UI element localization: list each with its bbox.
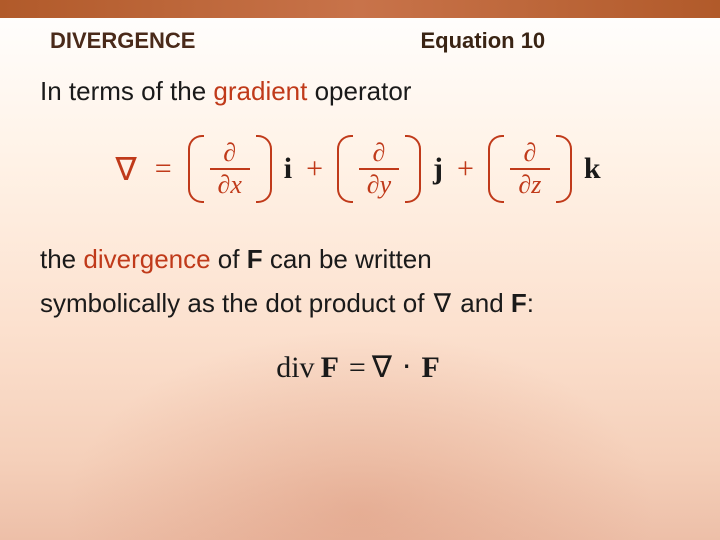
divergence-sentence: the divergence of F can be written symbo… — [40, 237, 680, 326]
nabla-symbol: ∇ — [372, 350, 392, 385]
partial-y-term: ∂ ∂y — [333, 135, 425, 203]
plus-sign: + — [306, 152, 323, 186]
slide-title: DIVERGENCE — [50, 28, 195, 54]
plus-sign: + — [457, 152, 474, 186]
slide-content: In terms of the gradient operator ∇ = ∂ … — [0, 60, 720, 385]
nabla-symbol: ∇ — [115, 150, 136, 188]
gradient-operator-equation: ∇ = ∂ ∂x i + ∂ ∂y j + — [40, 135, 680, 203]
divergence-word: divergence — [83, 244, 210, 274]
intro-sentence: In terms of the gradient operator — [40, 76, 680, 107]
equation-number-label: Equation 10 — [420, 28, 545, 54]
vector-F-right: F — [421, 351, 439, 385]
slide-header: DIVERGENCE Equation 10 — [0, 18, 720, 60]
nabla-inline: ∇ — [432, 282, 453, 326]
basis-j: j — [433, 152, 443, 186]
intro-pre: In terms of the — [40, 76, 213, 106]
partial-x-term: ∂ ∂x — [184, 135, 276, 203]
equals-sign: = — [349, 351, 366, 385]
basis-i: i — [284, 152, 292, 186]
top-accent-bar — [0, 0, 720, 18]
div-text: div — [276, 351, 314, 385]
basis-k: k — [584, 152, 601, 186]
intro-post: operator — [307, 76, 411, 106]
vector-F: F — [511, 288, 527, 318]
divergence-equation: div F = ∇ ⋅ F — [40, 350, 680, 385]
equals-sign: = — [155, 152, 172, 186]
gradient-word: gradient — [213, 76, 307, 106]
vector-F: F — [247, 244, 263, 274]
vector-F-left: F — [321, 351, 339, 385]
partial-num: ∂ — [223, 140, 236, 168]
dot-operator: ⋅ — [402, 350, 412, 385]
partial-z-term: ∂ ∂z — [484, 135, 576, 203]
